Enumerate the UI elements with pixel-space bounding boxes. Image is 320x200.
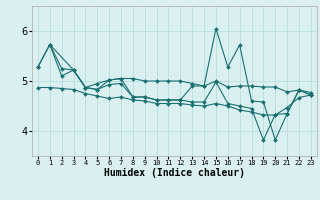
X-axis label: Humidex (Indice chaleur): Humidex (Indice chaleur): [104, 168, 245, 178]
